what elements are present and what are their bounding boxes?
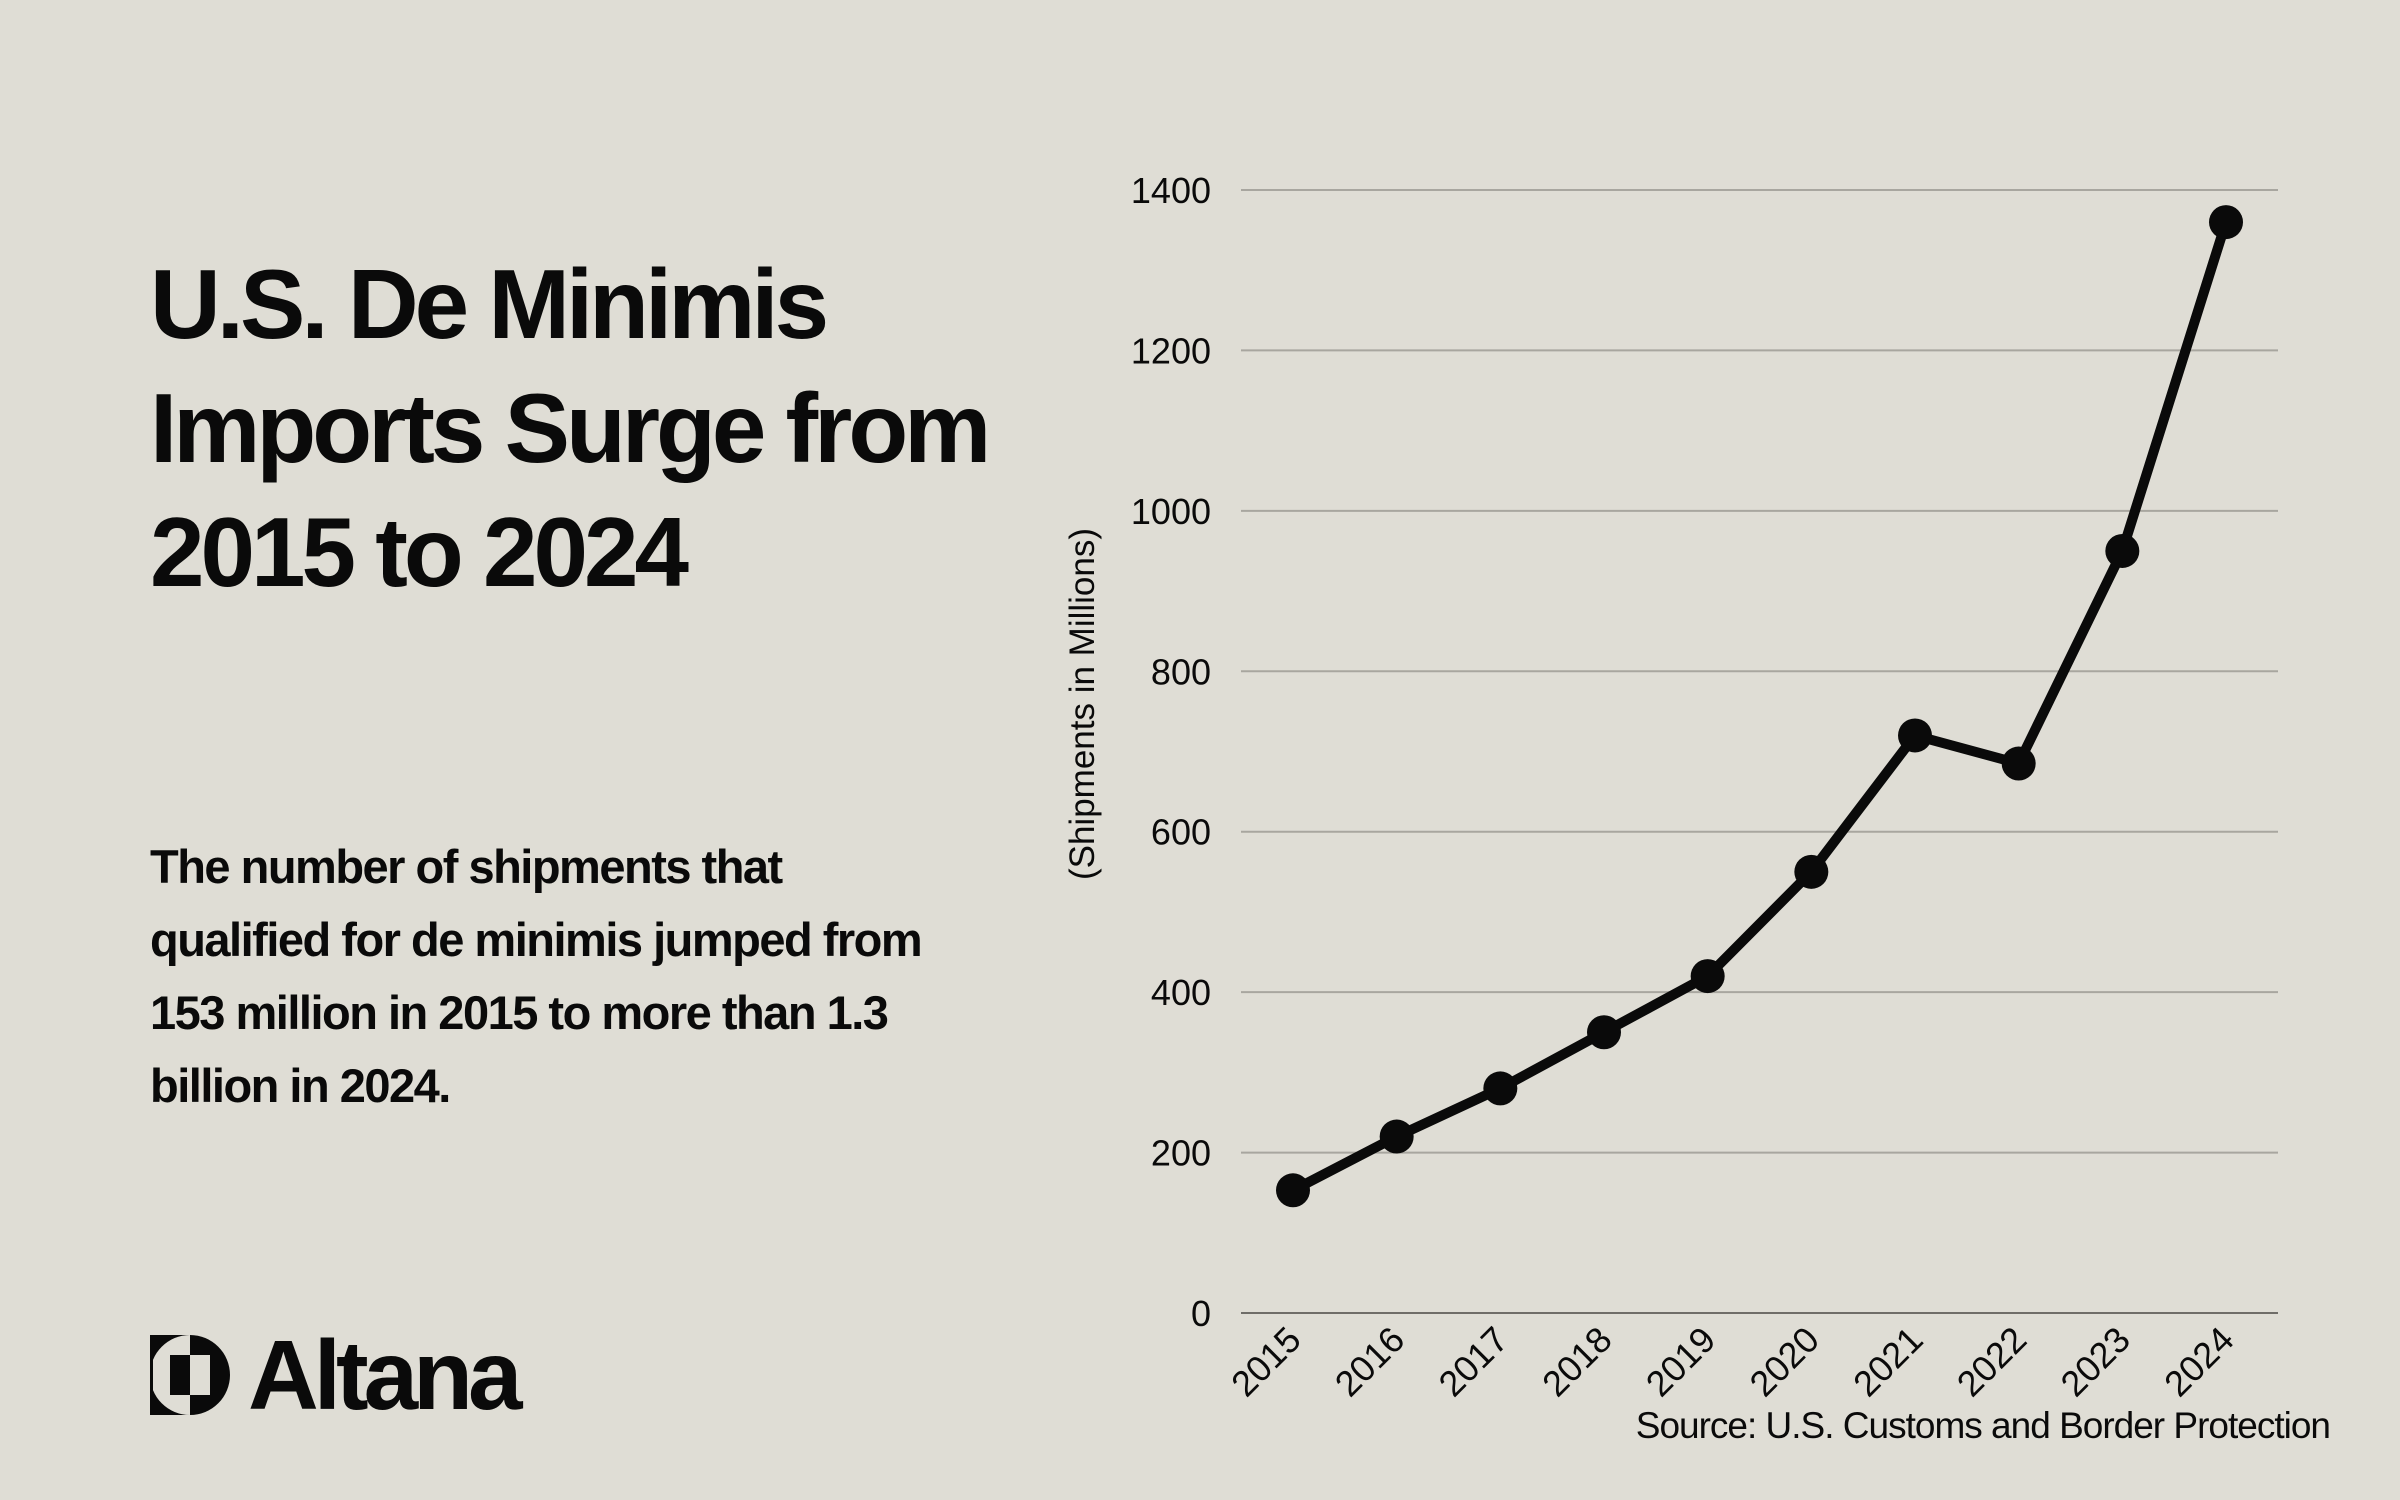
y-axis-label: (Shipments in Millions): [1063, 528, 1102, 880]
x-tick-label: 2020: [1741, 1319, 1827, 1405]
x-tick-label: 2022: [1949, 1319, 2035, 1405]
data-point-2022: [2001, 746, 2036, 781]
x-tick-label: 2023: [2052, 1319, 2138, 1405]
data-point-2021: [1898, 718, 1932, 753]
y-tick-label: 0: [1191, 1293, 1211, 1334]
x-tick-label: 2021: [1845, 1319, 1931, 1405]
data-point-2023: [2105, 533, 2140, 568]
data-point-2019: [1690, 959, 1725, 994]
y-tick-label: 1000: [1131, 491, 1211, 532]
x-tick-label: 2024: [2156, 1319, 2242, 1405]
subtitle: The number of shipments that qualified f…: [150, 840, 923, 1112]
y-tick-label: 400: [1151, 972, 1211, 1013]
data-point-2017: [1483, 1071, 1518, 1106]
y-tick-label: 200: [1151, 1133, 1211, 1174]
series-line: [1290, 220, 2231, 1195]
data-point-2016: [1379, 1119, 1414, 1154]
y-tick-label: 600: [1151, 812, 1211, 853]
altana-logo: Altana: [150, 1320, 523, 1430]
data-point-2024: [2209, 205, 2243, 240]
y-tick-label: 800: [1151, 651, 1211, 692]
source-note: Source: U.S. Customs and Border Protecti…: [1635, 1405, 2331, 1446]
data-point-2015: [1276, 1173, 1310, 1208]
data-point-2020: [1794, 854, 1829, 889]
y-tick-label: 1400: [1131, 170, 1211, 211]
brand-name: Altana: [248, 1320, 523, 1430]
y-tick-label: 1200: [1131, 330, 1211, 371]
page-title: U.S. De Minimis Imports Surge from 2015 …: [150, 249, 991, 607]
x-tick-label: 2017: [1430, 1319, 1516, 1405]
data-point-2018: [1587, 1015, 1621, 1050]
altana-logo-icon: [150, 1335, 230, 1415]
x-tick-label: 2018: [1534, 1319, 1620, 1405]
x-tick-label: 2016: [1327, 1319, 1413, 1405]
x-tick-label: 2019: [1638, 1319, 1724, 1405]
x-tick-label: 2015: [1223, 1319, 1309, 1405]
